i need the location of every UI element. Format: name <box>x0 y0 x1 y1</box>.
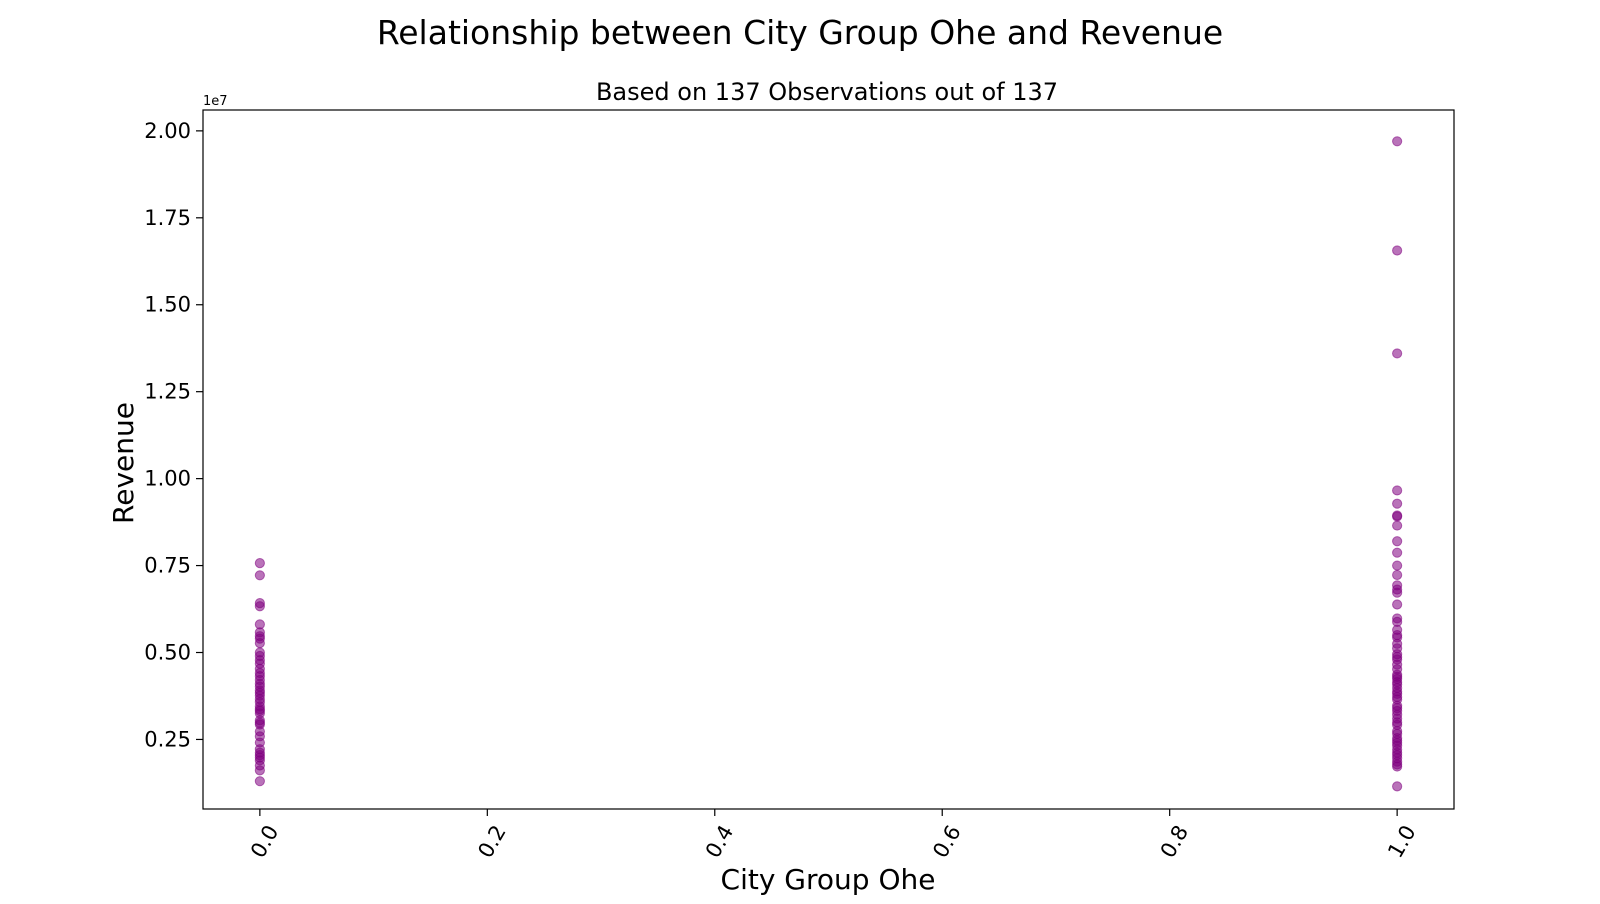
scatter-point <box>254 776 265 787</box>
scatter-point <box>1392 560 1403 571</box>
y-tick-label: 1.25 <box>144 380 191 404</box>
x-axis-label: City Group Ohe <box>721 863 936 896</box>
y-tick-label: 1.75 <box>144 206 191 230</box>
scatter-point <box>1392 245 1403 256</box>
y-tick-label: 1.50 <box>144 293 191 317</box>
y-tick-label: 2.00 <box>144 119 191 143</box>
scatter-point <box>1392 520 1403 531</box>
x-axis-ticks: 0.0 0.2 0.4 0.6 0.8 1.0 <box>246 809 1421 862</box>
scatter-point <box>254 638 265 649</box>
x-tick-label: 0.2 <box>473 821 510 862</box>
scatter-point <box>1392 536 1403 547</box>
scatter-point <box>1392 569 1403 581</box>
y-axis-offset-label: 1e7 <box>203 94 228 109</box>
x-tick-label: 0.4 <box>701 821 738 862</box>
scatter-point <box>1392 348 1403 359</box>
scatter-point <box>254 570 265 581</box>
scatter-point <box>254 601 265 612</box>
scatter-point <box>1392 511 1403 522</box>
data-points <box>254 136 1403 792</box>
chart-subtitle: Based on 137 Observations out of 137 <box>596 78 1058 106</box>
y-axis-ticks: 0.25 0.50 0.75 1.00 1.25 1.50 1.75 2.00 <box>144 119 203 751</box>
x-tick-label: 0.6 <box>928 821 965 862</box>
chart-title: Relationship between City Group Ohe and … <box>377 13 1223 52</box>
y-tick-label: 0.50 <box>144 641 191 665</box>
scatter-point <box>254 558 265 569</box>
scatter-point <box>1392 761 1403 772</box>
scatter-point <box>1392 599 1403 610</box>
scatter-point <box>1392 547 1403 558</box>
y-axis-label: Revenue <box>107 402 140 524</box>
x-tick-label: 0.8 <box>1156 821 1193 862</box>
scatter-point <box>1392 498 1403 509</box>
y-tick-label: 1.00 <box>144 467 191 491</box>
y-tick-label: 0.75 <box>144 554 191 578</box>
x-tick-label: 0.0 <box>246 821 283 862</box>
scatter-point <box>1392 781 1403 792</box>
scatter-point <box>1392 485 1403 496</box>
scatter-point <box>1392 587 1403 598</box>
scatter-point <box>1392 136 1403 147</box>
x-tick-label: 1.0 <box>1383 821 1420 862</box>
plot-area <box>202 109 1455 810</box>
y-tick-label: 0.25 <box>144 727 191 751</box>
scatter-point <box>254 765 265 776</box>
